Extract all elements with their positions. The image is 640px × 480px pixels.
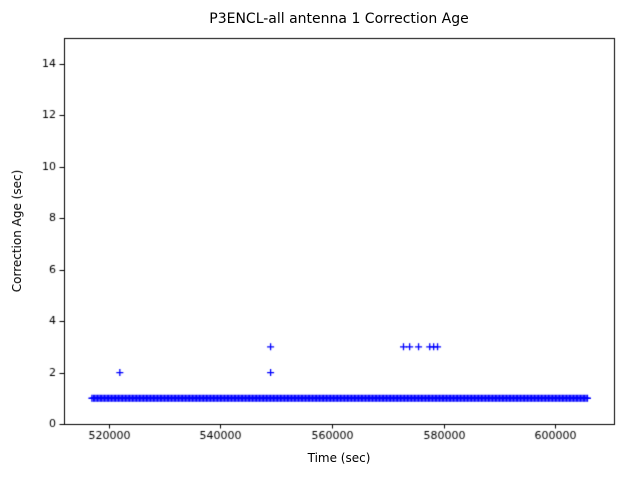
chart-title: P3ENCL-all antenna 1 Correction Age: [209, 11, 469, 27]
y-axis-label: Correction Age (sec): [10, 169, 24, 293]
x-axis-label: Time (sec): [307, 451, 371, 465]
